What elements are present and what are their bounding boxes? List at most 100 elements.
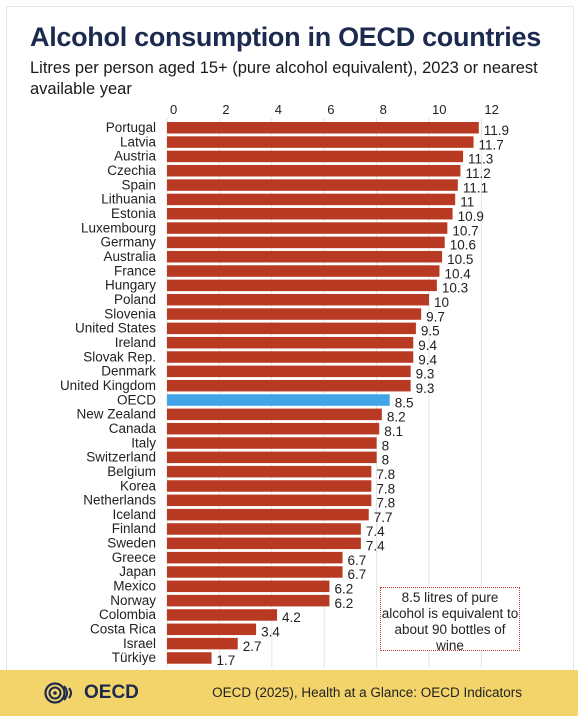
value-label: 7.8 <box>376 496 395 511</box>
value-label: 7.4 <box>366 524 385 539</box>
chart-subtitle: Litres per person aged 15+ (pure alcohol… <box>30 59 538 98</box>
value-label: 9.3 <box>416 381 435 396</box>
bar-israel <box>167 637 238 650</box>
value-label: 6.2 <box>334 596 353 611</box>
value-label: 2.7 <box>243 639 262 654</box>
x-tick-label: 0 <box>170 102 177 117</box>
source-citation: OECD (2025), Health at a Glance: OECD In… <box>212 685 522 700</box>
bar-lithuania <box>167 193 456 206</box>
category-label: Canada <box>109 421 157 436</box>
bar-luxembourg <box>167 222 448 234</box>
x-tick-label: 2 <box>222 102 229 117</box>
category-label: Switzerland <box>86 450 156 465</box>
category-label: Latvia <box>120 134 157 149</box>
category-label: Slovenia <box>104 306 156 321</box>
x-axis-ticks: 0 2 4 6 8 10 12 <box>170 102 499 117</box>
category-label: New Zealand <box>76 407 156 422</box>
x-tick-label: 10 <box>432 102 446 117</box>
value-label: 7.7 <box>374 510 393 525</box>
value-label: 11.3 <box>468 152 493 167</box>
category-label: Israel <box>123 636 156 651</box>
category-label: OECD <box>117 392 156 407</box>
category-label: Costa Rica <box>90 622 157 637</box>
x-tick-label: 4 <box>275 102 282 117</box>
value-label: 11.1 <box>463 180 488 195</box>
value-label: 10.9 <box>458 209 484 224</box>
bar-slovenia <box>167 308 422 320</box>
value-label: 10.4 <box>444 266 471 281</box>
value-label: 8.1 <box>384 424 403 439</box>
bar-japan <box>167 566 343 578</box>
category-label: Hungary <box>105 278 156 293</box>
bar-ireland <box>167 336 414 349</box>
oecd-logo: OECD <box>44 682 139 704</box>
x-tick-label: 8 <box>380 102 387 117</box>
bar-united-kingdom <box>167 379 411 392</box>
value-label: 10.3 <box>442 281 468 296</box>
x-tick-label: 12 <box>484 102 498 117</box>
value-label: 11.2 <box>465 166 490 181</box>
bar-korea <box>167 480 372 492</box>
value-label: 9.3 <box>416 367 435 382</box>
value-label: 7.8 <box>376 467 395 482</box>
category-label: Belgium <box>107 464 156 479</box>
value-label: 9.7 <box>426 309 445 324</box>
bar-australia <box>167 250 443 263</box>
oecd-logo-text: OECD <box>84 682 139 703</box>
bar-switzerland <box>167 451 377 464</box>
bar-portugal <box>167 122 479 134</box>
category-label: Estonia <box>111 206 157 221</box>
value-label: 11.7 <box>479 137 504 152</box>
value-label: 8.2 <box>387 410 406 425</box>
value-label: 9.4 <box>418 352 437 367</box>
value-label: 8 <box>382 438 390 453</box>
category-label: Greece <box>112 550 156 565</box>
category-label: Ireland <box>115 335 156 350</box>
category-label: Slovak Rep. <box>83 349 156 364</box>
value-label: 10.7 <box>452 223 478 238</box>
category-label: Lithuania <box>101 192 156 207</box>
bar-slovak-rep- <box>167 351 414 363</box>
category-label: Colombia <box>99 607 157 622</box>
category-label: Denmark <box>101 364 156 379</box>
value-label: 3.4 <box>261 625 280 640</box>
category-label: United States <box>75 321 156 336</box>
bar-france <box>167 265 440 277</box>
value-label: 8.5 <box>395 395 414 410</box>
value-label: 8 <box>382 453 390 468</box>
bar-finland <box>167 523 361 535</box>
bar-oecd <box>167 394 390 406</box>
value-label: 1.7 <box>217 653 236 668</box>
bar-spain <box>167 179 458 191</box>
bar-costa-rica <box>167 623 257 636</box>
category-label: Germany <box>100 235 156 250</box>
category-label: United Kingdom <box>60 378 156 393</box>
category-label: Finland <box>112 521 156 536</box>
value-label: 4.2 <box>282 610 301 625</box>
value-label: 10.5 <box>447 252 473 267</box>
category-label: France <box>114 263 156 278</box>
bar-norway <box>167 594 330 607</box>
category-label: Australia <box>103 249 156 264</box>
category-label: Portugal <box>106 120 156 135</box>
category-label: Austria <box>114 149 157 164</box>
category-label: Spain <box>121 177 156 192</box>
annotation-note: 8.5 litres of pure alcohol is equivalent… <box>380 587 520 653</box>
bar-iceland <box>167 508 369 521</box>
value-labels: 11.911.711.311.211.11110.910.710.610.510… <box>217 123 510 668</box>
bar-belgium <box>167 465 372 478</box>
category-label: Mexico <box>113 579 156 594</box>
value-label: 9.5 <box>421 324 440 339</box>
bar-united-states <box>167 322 416 335</box>
category-label: Italy <box>131 435 156 450</box>
value-label: 6.7 <box>348 553 367 568</box>
bars <box>167 122 479 664</box>
oecd-logo-icon <box>44 682 72 704</box>
bar-czechia <box>167 164 461 177</box>
bar-canada <box>167 422 380 435</box>
category-label: Iceland <box>112 507 156 522</box>
bar-germany <box>167 236 445 249</box>
bar-greece <box>167 551 343 564</box>
category-label: Korea <box>120 478 157 493</box>
